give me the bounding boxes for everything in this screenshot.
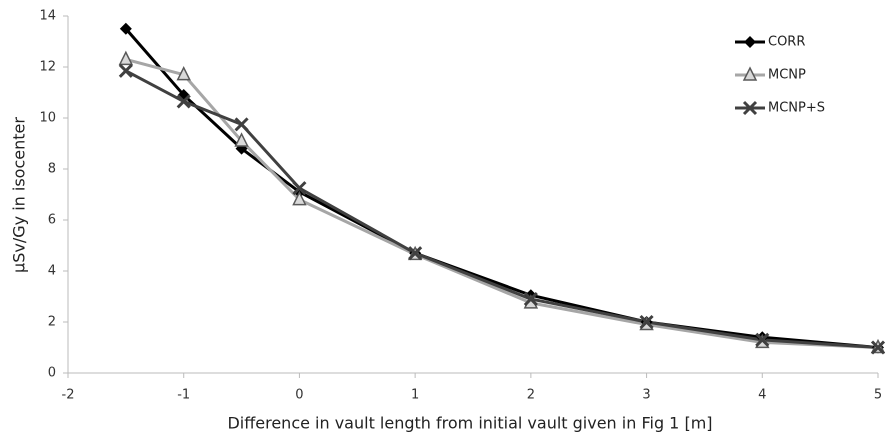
data-point: [119, 22, 132, 35]
y-tick-label: 4: [48, 264, 56, 279]
x-tick-label: 5: [874, 388, 882, 403]
data-point: [755, 332, 770, 347]
legend-label: MCNP: [768, 68, 806, 83]
legend-label: MCNP+S: [768, 101, 825, 116]
legend-label: CORR: [768, 35, 805, 50]
data-point: [292, 190, 307, 206]
data-point: [523, 291, 538, 307]
y-tick-label: 8: [48, 162, 56, 177]
x-tick-label: 1: [411, 388, 419, 403]
y-tick-label: 6: [48, 213, 56, 228]
series-line: [125, 69, 879, 349]
data-point: [234, 132, 249, 147]
data-point: [292, 181, 307, 196]
data-point: [234, 117, 249, 132]
data-point: [118, 50, 134, 66]
y-tick-label: 12: [39, 60, 56, 75]
data-point: [870, 340, 885, 355]
y-tick-label: 0: [48, 366, 56, 381]
x-tick-label: 0: [295, 388, 303, 403]
series-line: [125, 57, 879, 349]
x-tick-label: -1: [177, 388, 190, 403]
data-point: [176, 94, 191, 109]
data-point: [639, 314, 654, 330]
data-point: [408, 246, 423, 261]
legend-marker: [742, 66, 758, 81]
data-point: [118, 63, 133, 78]
x-tick-label: -2: [62, 388, 75, 403]
legend-marker: [742, 100, 758, 116]
y-tick-label: 14: [39, 9, 56, 24]
y-tick-label: 10: [39, 111, 56, 126]
x-tick-label: 4: [758, 388, 766, 403]
y-tick-label: 2: [48, 315, 56, 330]
data-point: [176, 65, 191, 81]
legend-marker: [744, 36, 756, 48]
x-axis-title: Difference in vault length from initial …: [227, 414, 712, 433]
series-line: [124, 27, 879, 349]
x-tick-label: 3: [642, 388, 650, 403]
x-tick-label: 2: [527, 388, 535, 403]
y-axis-title: μSv/Gy in isocenter: [10, 117, 29, 273]
